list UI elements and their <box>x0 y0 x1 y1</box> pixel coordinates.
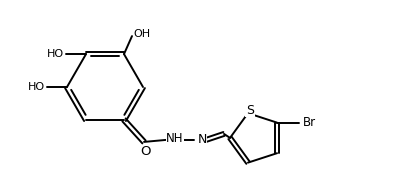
Text: NH: NH <box>166 132 183 145</box>
Text: OH: OH <box>133 29 150 39</box>
Text: Br: Br <box>302 116 315 129</box>
Text: S: S <box>245 104 253 117</box>
Text: N: N <box>197 133 206 146</box>
Text: HO: HO <box>46 49 63 59</box>
Text: O: O <box>140 145 151 158</box>
Text: HO: HO <box>27 82 45 92</box>
